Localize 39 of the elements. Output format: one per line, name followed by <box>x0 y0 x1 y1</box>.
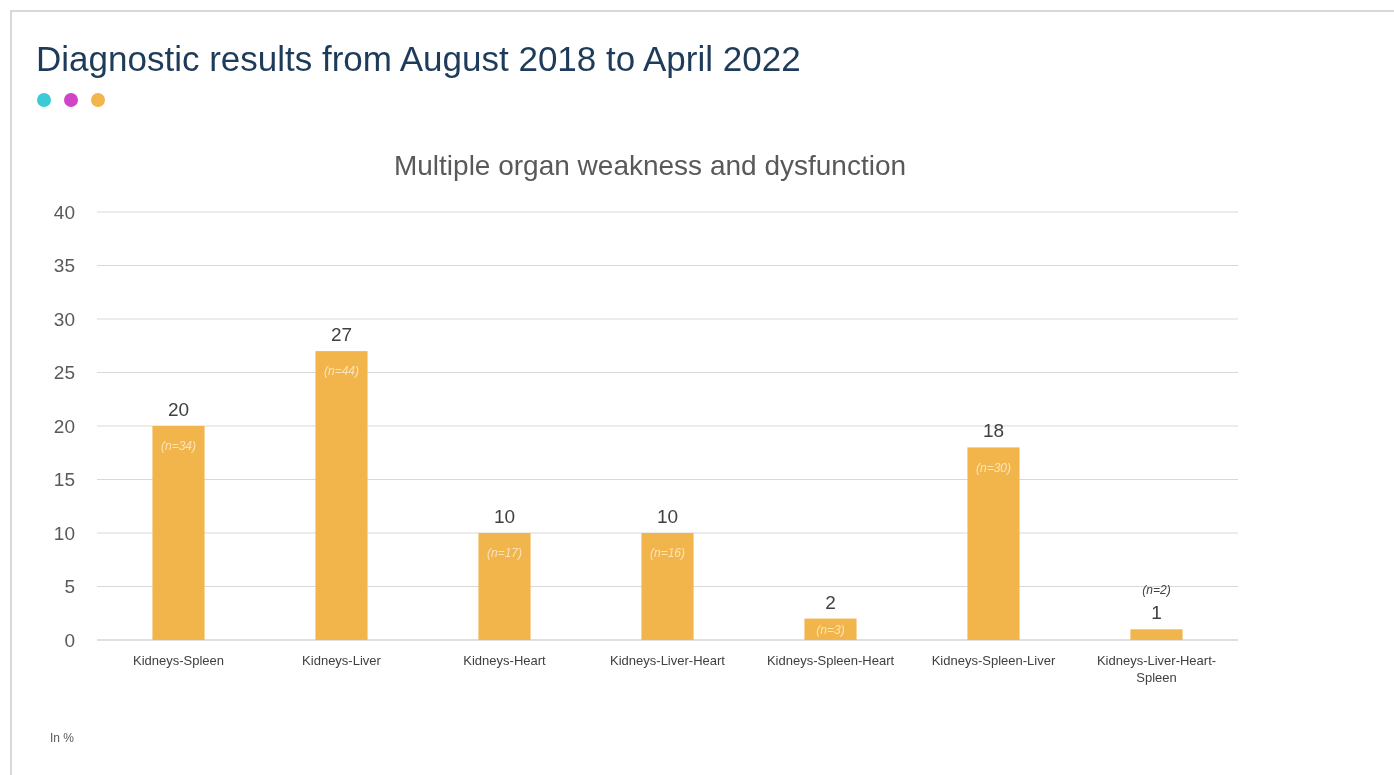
text: In % <box>50 731 75 745</box>
annotation: (n=17) <box>486 546 523 561</box>
bar <box>152 426 205 640</box>
x-tick-label: Kidneys-Spleen-Liver <box>931 653 1056 668</box>
data-label: 10 <box>656 506 679 527</box>
x-tick-label: Kidneys-Liver <box>302 653 382 668</box>
y-tick-label: 5 <box>64 576 75 598</box>
x-tick-label: Kidneys-Heart <box>463 653 547 668</box>
x-tick-label: Kidneys-Liver-Heart-Spleen <box>1096 653 1217 685</box>
x-tick-label: Kidneys-Spleen-Heart <box>766 653 895 668</box>
y-tick-label: 25 <box>53 362 75 384</box>
annotation: (n=3) <box>816 622 845 637</box>
y-tick-label: 35 <box>53 255 75 277</box>
y-tick-label: 0 <box>64 629 75 651</box>
x-tick-label: Kidneys-Spleen <box>132 653 225 668</box>
data-label: 27 <box>330 324 353 346</box>
bar <box>315 351 368 640</box>
bar <box>1130 629 1183 640</box>
data-label: 2 <box>825 591 836 613</box>
annotation: (n=16) <box>649 546 686 561</box>
data-label: 1 <box>1151 602 1162 624</box>
data-label: 10 <box>493 506 516 527</box>
x-tick-label: Kidneys-Liver-Heart <box>610 653 726 668</box>
y-tick-label: 30 <box>53 308 75 330</box>
y-tick-label: 40 <box>53 201 75 223</box>
data-label: 18 <box>982 420 1005 442</box>
y-tick-label: 15 <box>53 469 75 491</box>
chart-subtitle: Multiple organ weakness and dysfunction <box>393 150 907 181</box>
annotation: (n=2) <box>1142 582 1171 597</box>
y-tick-label: 10 <box>53 522 75 544</box>
data-label: 20 <box>167 399 190 420</box>
annotation: (n=30) <box>975 460 1012 475</box>
chart-title: Diagnostic results from August 2018 to April 2022 <box>36 39 801 78</box>
annotation: (n=34) <box>160 439 197 454</box>
y-tick-label: 20 <box>53 415 75 437</box>
bar <box>641 533 694 640</box>
bar <box>478 533 531 640</box>
annotation: (n=44) <box>323 364 360 379</box>
bar <box>967 447 1020 640</box>
